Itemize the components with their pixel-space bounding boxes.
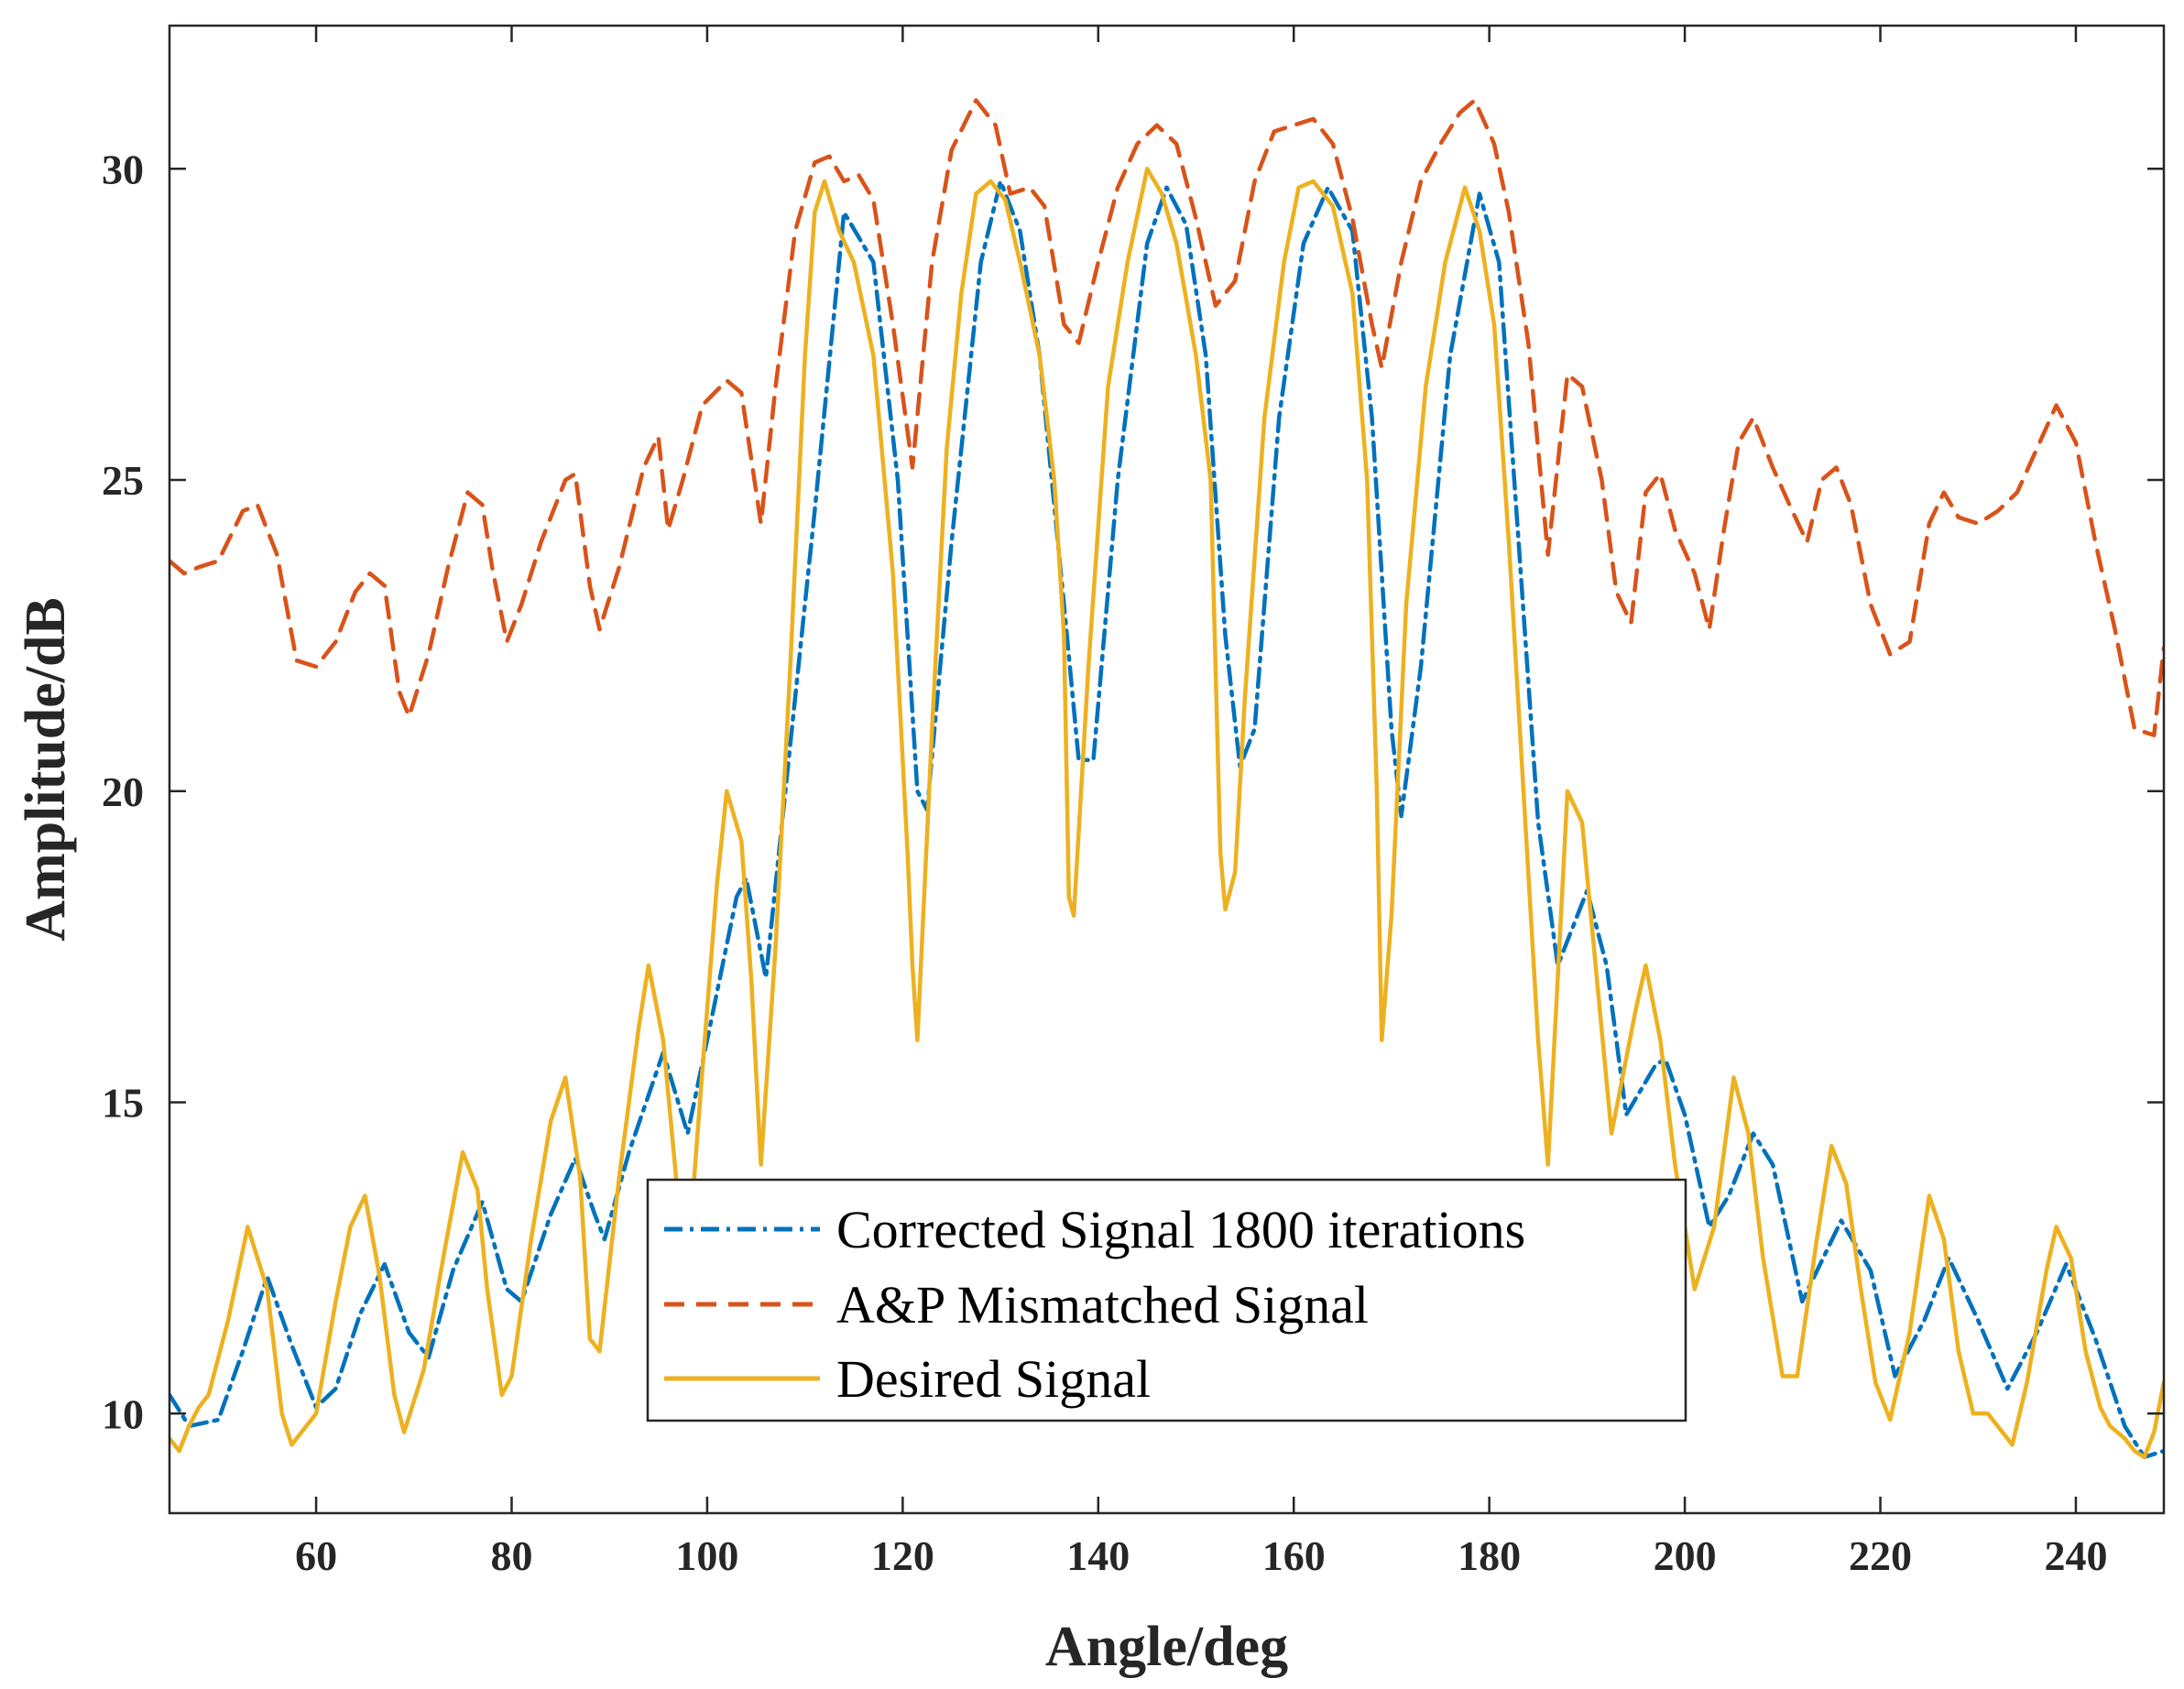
y-tick-label: 15 — [102, 1080, 144, 1127]
legend-label-2: A&P Mismatched Signal — [836, 1275, 1369, 1335]
legend-label-1: Corrected Signal 1800 iterations — [836, 1200, 1525, 1259]
y-axis-label: Amplitude/dB — [15, 597, 77, 942]
legend-label-3: Desired Signal — [836, 1349, 1151, 1409]
x-axis-label: Angle/deg — [1045, 1616, 1288, 1678]
series-line-2 — [169, 98, 2164, 737]
x-tick-label: 60 — [295, 1532, 337, 1579]
series-layer — [169, 98, 2164, 1460]
x-tick-label: 100 — [675, 1532, 738, 1579]
series-line-1 — [169, 179, 2164, 1460]
plot-area-box — [168, 24, 2166, 1515]
x-tick-label: 80 — [491, 1532, 533, 1579]
legend-box — [646, 1178, 1687, 1422]
x-tick-label: 240 — [2044, 1532, 2107, 1579]
y-axis: 10 15 20 25 30 — [102, 146, 2164, 1437]
x-tick-label: 200 — [1654, 1532, 1717, 1579]
x-axis: 60 80 100 120 140 160 180 200 220 240 — [295, 26, 2107, 1579]
x-tick-label: 140 — [1066, 1532, 1130, 1579]
x-tick-label: 160 — [1262, 1532, 1326, 1579]
series-line-3 — [169, 167, 2164, 1460]
y-tick-label: 30 — [102, 146, 144, 192]
y-tick-label: 20 — [102, 768, 144, 815]
y-tick-label: 25 — [102, 457, 144, 504]
x-tick-label: 120 — [871, 1532, 934, 1579]
x-tick-label: 180 — [1458, 1532, 1521, 1579]
x-tick-label: 220 — [1849, 1532, 1912, 1579]
y-tick-label: 10 — [102, 1390, 144, 1437]
legend: Corrected Signal 1800 iterations A&P Mism… — [646, 1178, 1687, 1422]
